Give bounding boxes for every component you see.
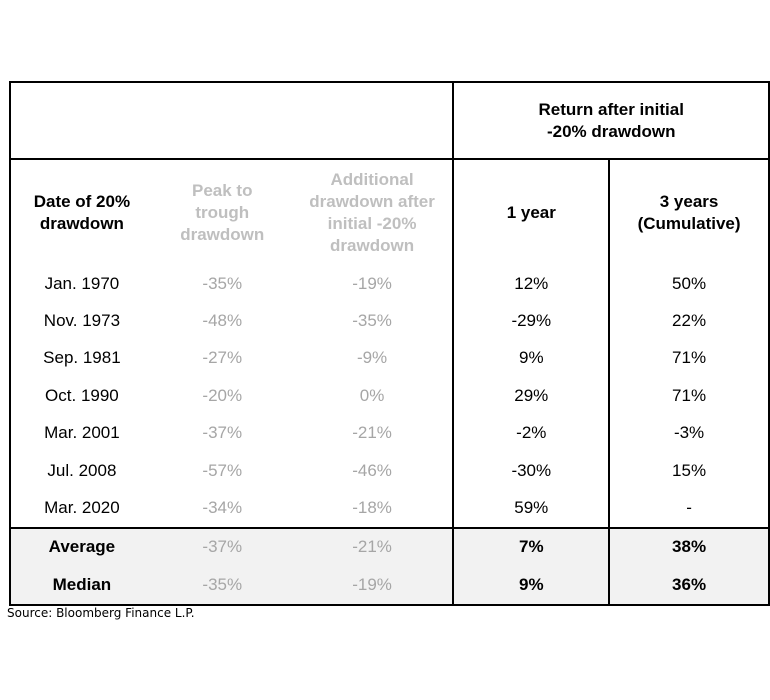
column-header-additional-drawdown: Additional drawdown after initial -20% d… (291, 158, 454, 265)
cell-return-1-year: 29% (452, 377, 610, 415)
cell-additional-drawdown: -35% (352, 311, 392, 331)
cell-return-1-year: 7% (452, 526, 610, 567)
table-row: Jul. 2008 -57% -46% -30% 15% (10, 451, 769, 490)
cell-return-3-years: 71% (608, 339, 769, 378)
column-header-line: drawdown (180, 224, 265, 244)
table-row: Nov. 1973 -48% -35% -29% 22% (10, 302, 769, 340)
cell-return-3-years: - (608, 489, 769, 528)
column-header-line: 3 years (659, 191, 719, 211)
cell-peak-to-trough: -27% (202, 348, 243, 368)
cell-peak-to-trough: -35% (202, 273, 243, 293)
cell-return-3-years: 71% (608, 377, 769, 415)
cell-additional-drawdown: -19% (291, 566, 454, 605)
cell-peak-to-trough: -37% (202, 423, 243, 443)
cell-date: Sep. 1981 (43, 348, 121, 368)
cell-additional-drawdown: -46% (352, 460, 392, 480)
cell-peak-to-trough: -48% (202, 311, 243, 331)
summary-row: Average -37% -21% 7% 38% (10, 526, 769, 567)
group-header-line: Return after initial (538, 99, 684, 119)
cell-additional-drawdown: -21% (291, 526, 454, 567)
cell-peak-to-trough: -34% (202, 498, 243, 518)
cell-return-3-years: 50% (608, 265, 769, 303)
cell-additional-drawdown: -9% (356, 348, 388, 368)
cell-return-3-years: 22% (608, 302, 769, 340)
column-header-line: initial -20% (327, 213, 417, 233)
cell-return-3-years: -3% (608, 414, 769, 452)
drawdown-returns-table: Return after initial -20% drawdown Date … (9, 81, 770, 606)
cell-additional-drawdown: -18% (352, 498, 392, 518)
column-header-line: (Cumulative) (637, 213, 741, 233)
cell-return-1-year: 9% (452, 566, 610, 605)
cell-return-3-years: 38% (608, 526, 769, 567)
cell-date: Oct. 1990 (45, 385, 119, 405)
cell-date: Average (10, 526, 153, 567)
cell-additional-drawdown: 0% (359, 385, 385, 405)
source-note: Source: Bloomberg Finance L.P. (7, 606, 195, 620)
cell-return-1-year: 12% (452, 265, 610, 303)
summary-row: Median -35% -19% 9% 36% (10, 566, 769, 605)
column-header-1-year: 1 year (452, 158, 610, 265)
group-header-line: -20% drawdown (546, 121, 676, 141)
cell-peak-to-trough: -35% (152, 566, 292, 605)
cell-return-3-years: 15% (608, 451, 769, 490)
table-column-header-row: Date of 20% drawdown Peak to trough draw… (10, 158, 769, 265)
column-header-peak-to-trough: Peak to trough drawdown (152, 158, 292, 265)
cell-return-1-year: -29% (452, 302, 610, 340)
cell-return-1-year: 9% (452, 339, 610, 378)
table-top-left-blank (10, 82, 453, 159)
table-row: Jan. 1970 -35% -19% 12% 50% (10, 265, 769, 303)
column-header-line: Date of 20% (33, 191, 131, 211)
table-row: Mar. 2001 -37% -21% -2% -3% (10, 414, 769, 452)
column-header-date: Date of 20% drawdown (10, 158, 153, 265)
cell-date: Jan. 1970 (44, 273, 120, 293)
column-header-line: drawdown (39, 213, 124, 233)
cell-peak-to-trough: -37% (152, 526, 292, 567)
cell-return-3-years: 36% (608, 566, 769, 605)
table-group-header-row: Return after initial -20% drawdown (10, 82, 769, 159)
cell-additional-drawdown: -21% (352, 423, 392, 443)
cell-additional-drawdown: -19% (352, 273, 392, 293)
column-header-line: trough (195, 202, 250, 222)
column-header-line: drawdown (330, 235, 415, 255)
cell-return-1-year: -30% (452, 451, 610, 490)
cell-peak-to-trough: -20% (202, 385, 243, 405)
column-header-line: 1 year (506, 202, 556, 222)
table-row: Mar. 2020 -34% -18% 59% - (10, 489, 769, 528)
column-header-line: drawdown after (309, 191, 435, 211)
cell-date: Jul. 2008 (47, 460, 117, 480)
cell-date: Nov. 1973 (43, 311, 121, 331)
group-header-return-after-drawdown: Return after initial -20% drawdown (452, 82, 769, 159)
cell-peak-to-trough: -57% (202, 460, 243, 480)
cell-return-1-year: -2% (452, 414, 610, 452)
cell-date: Mar. 2001 (44, 423, 120, 443)
cell-return-1-year: 59% (452, 489, 610, 528)
cell-date: Median (10, 566, 153, 605)
column-header-3-years: 3 years (Cumulative) (608, 158, 769, 265)
column-header-line: Additional (330, 169, 414, 189)
table-row: Oct. 1990 -20% 0% 29% 71% (10, 377, 769, 415)
column-header-line: Peak to (192, 180, 253, 200)
cell-date: Mar. 2020 (44, 498, 120, 518)
table-row: Sep. 1981 -27% -9% 9% 71% (10, 339, 769, 378)
